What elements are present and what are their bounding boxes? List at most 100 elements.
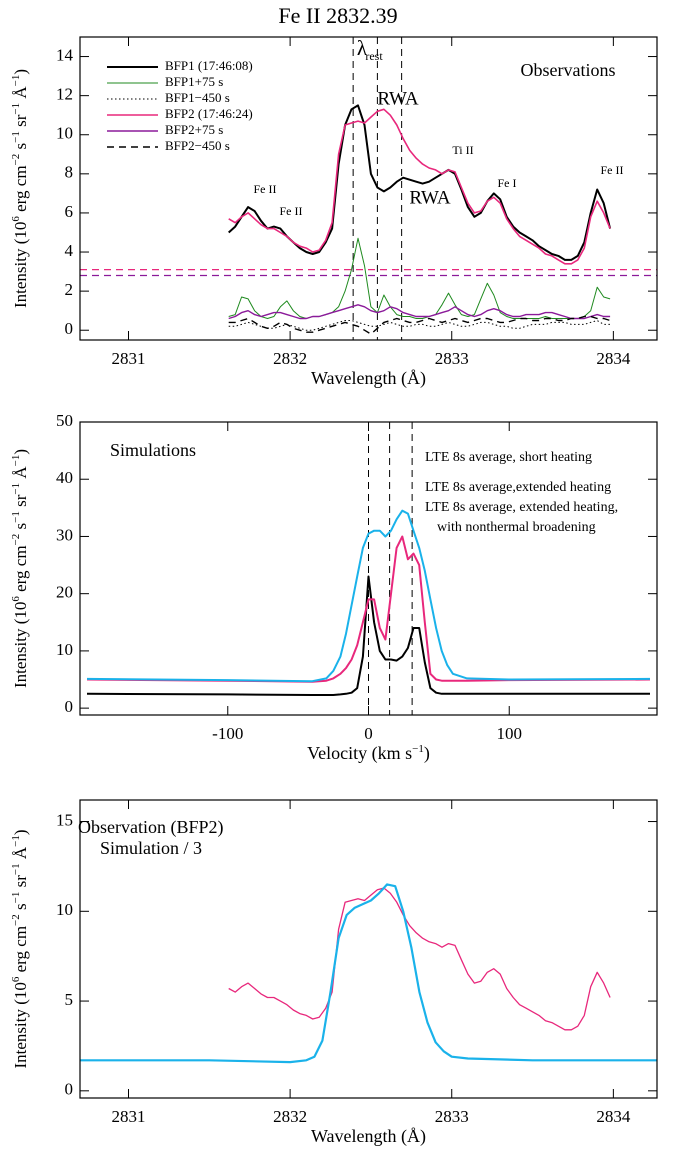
y-tick-label: 12 bbox=[56, 85, 73, 104]
label-part: Å bbox=[11, 86, 30, 103]
label-part: s bbox=[11, 903, 30, 914]
y-tick-label: 10 bbox=[56, 900, 73, 919]
x-tick-label: 2833 bbox=[435, 349, 469, 368]
x-tick-label: 2831 bbox=[111, 1107, 145, 1126]
label-part: erg cm bbox=[11, 165, 30, 216]
label-part: ) bbox=[424, 743, 430, 764]
x-tick-label: 100 bbox=[496, 724, 522, 743]
y-tick-label: 0 bbox=[65, 319, 74, 338]
legend-label: BFP2 (17:46:24) bbox=[165, 106, 253, 121]
x-tick-label: 2831 bbox=[111, 349, 145, 368]
x-tick-label: -100 bbox=[212, 724, 243, 743]
series-line bbox=[86, 575, 650, 696]
series-line bbox=[228, 320, 611, 331]
axis-label: Intensity (106 erg cm−2 s−1 sr−1 Å−1) bbox=[10, 449, 30, 688]
label-superscript: −2 bbox=[10, 154, 22, 166]
label-superscript: −1 bbox=[10, 455, 22, 467]
legend-label: LTE 8s average, extended heating, bbox=[425, 500, 618, 515]
legend-label: LTE 8s average,extended heating bbox=[425, 480, 611, 495]
label-part: Intensity (10 bbox=[11, 982, 30, 1068]
plot-frame bbox=[79, 799, 658, 1099]
label-part: sr bbox=[11, 875, 30, 892]
label-part: Intensity (10 bbox=[11, 602, 30, 688]
label-superscript: 6 bbox=[10, 216, 22, 222]
series-line bbox=[86, 509, 651, 683]
y-tick-label: 10 bbox=[56, 124, 73, 143]
y-tick-label: 50 bbox=[56, 411, 73, 430]
label-superscript: 6 bbox=[10, 976, 22, 982]
y-tick-label: 8 bbox=[65, 163, 74, 182]
annotation: RWA bbox=[377, 88, 418, 109]
annotation: RWA bbox=[409, 187, 450, 208]
label-part: Wavelength (Å) bbox=[311, 1126, 426, 1147]
label-part: Wavelength (Å) bbox=[311, 368, 426, 389]
axis-label: Wavelength (Å) bbox=[311, 368, 426, 389]
label-superscript: −1 bbox=[10, 835, 22, 847]
series-line bbox=[228, 887, 611, 1031]
label-part: Intensity (10 bbox=[11, 222, 30, 308]
legend-label: with nonthermal broadening bbox=[437, 520, 596, 535]
x-tick-label: 0 bbox=[364, 724, 373, 743]
label-part: Velocity (km s bbox=[307, 743, 412, 764]
axis-label: Intensity (106 erg cm−2 s−1 sr−1 Å−1) bbox=[10, 69, 30, 308]
legend-label: BFP1−450 s bbox=[165, 90, 230, 105]
figure-title: Fe II 2832.39 bbox=[278, 3, 397, 28]
legend-label: BFP1 (17:46:08) bbox=[165, 58, 253, 73]
label-part: Å bbox=[11, 466, 30, 483]
legend-label: BFP1+75 s bbox=[165, 74, 223, 89]
annotation: Fe I bbox=[498, 176, 517, 190]
y-tick-label: 4 bbox=[65, 241, 74, 260]
y-tick-label: 10 bbox=[56, 640, 73, 659]
label-superscript: −1 bbox=[10, 511, 22, 523]
y-tick-label: 40 bbox=[56, 468, 73, 487]
legend-label: Observation (BFP2) bbox=[78, 817, 224, 838]
series-line bbox=[80, 883, 657, 1064]
annotation: Fe II bbox=[280, 204, 303, 218]
y-tick-label: 30 bbox=[56, 525, 73, 544]
label-superscript: −1 bbox=[10, 75, 22, 87]
y-tick-label: 2 bbox=[65, 280, 74, 299]
label-superscript: −2 bbox=[10, 914, 22, 926]
label-part: erg cm bbox=[11, 545, 30, 596]
label-part: erg cm bbox=[11, 926, 30, 977]
series-line bbox=[86, 535, 651, 683]
panel-label: Simulations bbox=[110, 440, 196, 460]
x-tick-label: 2834 bbox=[596, 349, 631, 368]
axis-label: Velocity (km s−1) bbox=[307, 743, 430, 765]
plot-frame bbox=[79, 421, 658, 716]
annotation: Fe II bbox=[601, 163, 624, 177]
y-tick-label: 0 bbox=[65, 697, 74, 716]
legend-label: BFP2+75 s bbox=[165, 122, 223, 137]
legend-label: BFP2−450 s bbox=[165, 138, 230, 153]
series-line bbox=[228, 237, 611, 319]
annotation: rest bbox=[365, 49, 383, 63]
label-superscript: −1 bbox=[412, 743, 424, 755]
series-line bbox=[228, 304, 611, 320]
label-part: s bbox=[11, 523, 30, 534]
series-line bbox=[228, 315, 611, 335]
x-tick-label: 2834 bbox=[596, 1107, 631, 1126]
annotation: Ti II bbox=[452, 143, 473, 157]
panel-label: Observations bbox=[521, 60, 616, 80]
legend-label: LTE 8s average, short heating bbox=[425, 450, 592, 465]
y-tick-label: 15 bbox=[56, 810, 73, 829]
axis-label: Intensity (106 erg cm−2 s−1 sr−1 Å−1) bbox=[10, 829, 30, 1068]
label-superscript: −1 bbox=[10, 863, 22, 875]
y-tick-label: 20 bbox=[56, 583, 73, 602]
annotation: λ bbox=[357, 36, 368, 60]
y-tick-label: 5 bbox=[65, 990, 74, 1009]
label-superscript: −1 bbox=[10, 892, 22, 904]
axis-label: Wavelength (Å) bbox=[311, 1126, 426, 1147]
label-superscript: 6 bbox=[10, 596, 22, 602]
label-part: sr bbox=[11, 114, 30, 131]
label-part: sr bbox=[11, 494, 30, 511]
label-part: Å bbox=[11, 846, 30, 863]
label-superscript: −1 bbox=[10, 483, 22, 495]
plot-frame bbox=[79, 36, 658, 341]
x-tick-label: 2833 bbox=[435, 1107, 469, 1126]
label-part: ) bbox=[11, 829, 30, 835]
series-line bbox=[228, 108, 611, 265]
x-tick-label: 2832 bbox=[273, 1107, 307, 1126]
